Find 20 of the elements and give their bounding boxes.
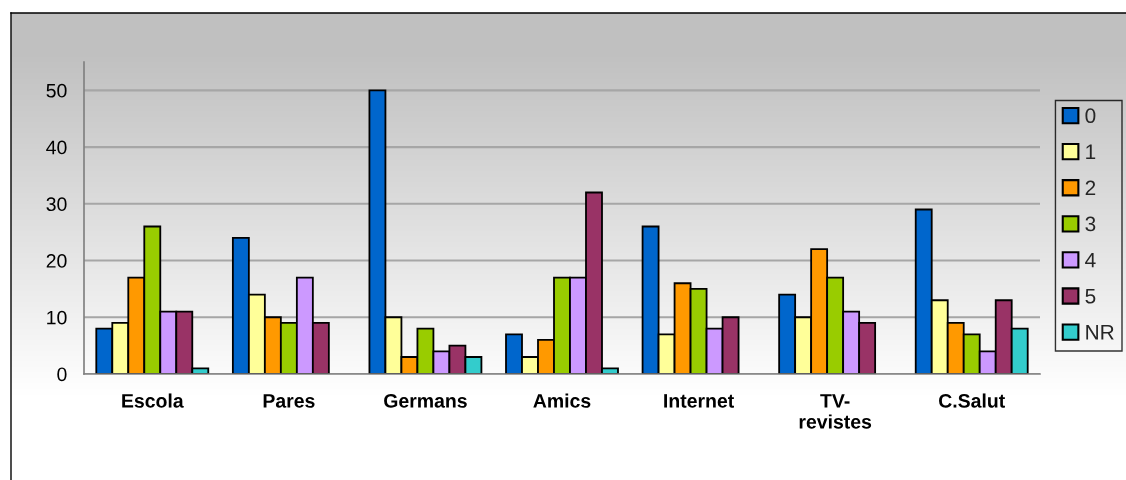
legend-label: NR (1086, 325, 1114, 340)
legend-label: 4 (1085, 252, 1096, 268)
y-tick-label: 10 (47, 310, 67, 325)
y-tick-label: 30 (46, 197, 67, 212)
legend-label: 1 (1086, 144, 1096, 159)
x-tick-label: Germans (384, 393, 467, 408)
x-tick-label: Amics (533, 393, 591, 408)
legend-label: 2 (1085, 180, 1096, 196)
x-tick-label: Internet (664, 394, 734, 408)
x-tick-label: Escola (122, 393, 184, 408)
legend-label: 3 (1085, 216, 1096, 232)
legend-label: 5 (1085, 288, 1096, 304)
legend-label: 0 (1085, 108, 1096, 124)
x-tick-label: Pares (263, 394, 315, 408)
y-tick-label: 40 (46, 140, 67, 155)
x-tick-label: TV- revistes (799, 394, 872, 429)
y-tick-label: 0 (57, 367, 67, 382)
y-tick-label: 50 (46, 83, 67, 98)
y-tick-label: 20 (46, 254, 67, 268)
x-tick-label: C.Salut (939, 393, 1005, 408)
